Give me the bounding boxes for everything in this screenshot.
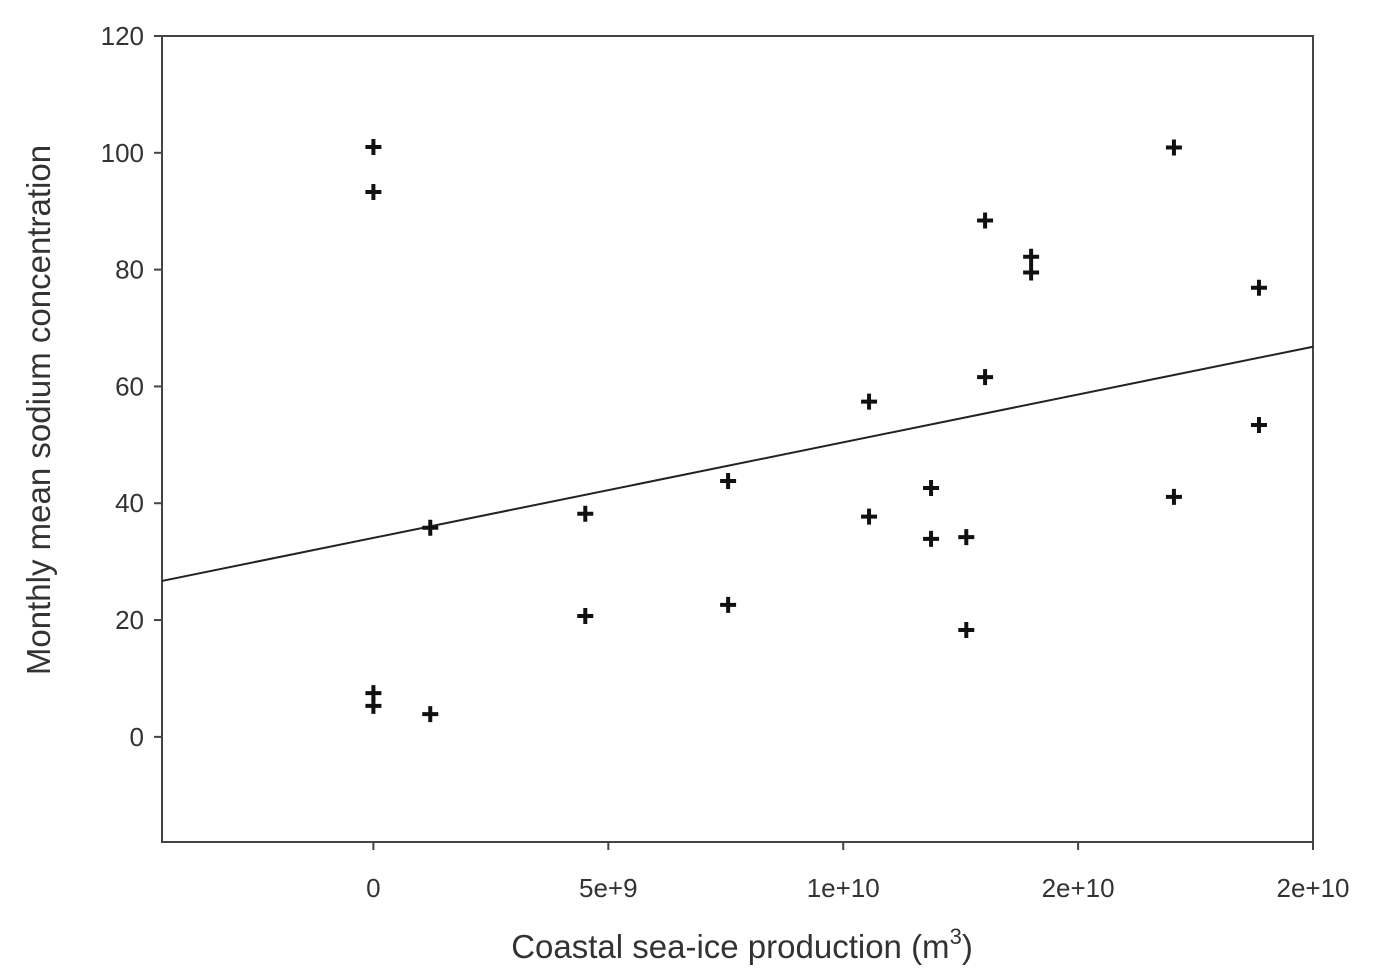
scatter-point [861, 393, 878, 410]
y-tick-label: 100 [101, 138, 144, 168]
scatter-point [977, 369, 994, 386]
scatter-point [958, 529, 975, 546]
scatter-point [422, 519, 439, 536]
x-tick-label: 1e+10 [807, 873, 880, 903]
scatter-point [365, 697, 382, 714]
x-tick-label: 0 [366, 873, 380, 903]
x-axis-label-superscript: 3 [950, 924, 962, 949]
scatter-point [1023, 264, 1040, 281]
y-tick-label: 20 [115, 605, 144, 635]
y-tick-label: 120 [101, 21, 144, 51]
scatter-point [1165, 139, 1182, 156]
x-tick-label: 2e+10 [1042, 873, 1115, 903]
scatter-point [977, 212, 994, 229]
x-axis-label-text: Coastal sea-ice production (m [511, 928, 949, 965]
y-tick-label: 0 [130, 722, 144, 752]
x-tick-label: 5e+9 [579, 873, 638, 903]
scatter-point [720, 473, 737, 490]
scatter-point [577, 505, 594, 522]
scatter-point [577, 607, 594, 624]
y-tick-label: 60 [115, 371, 144, 401]
scatter-point [365, 138, 382, 155]
scatter-point [861, 508, 878, 525]
scatter-point [923, 480, 940, 497]
x-axis-label: Coastal sea-ice production (m3) [511, 924, 973, 965]
y-tick-label: 40 [115, 488, 144, 518]
scatter-point [422, 706, 439, 723]
y-tick-label: 80 [115, 255, 144, 285]
plot-frame [161, 35, 1314, 843]
scatter-point [1023, 248, 1040, 265]
scatter-point [958, 621, 975, 638]
x-tick-label: 2e+10 [1276, 873, 1349, 903]
trend-line [161, 345, 1314, 582]
scatter-point [1165, 488, 1182, 505]
x-axis-label-suffix: ) [962, 928, 973, 965]
scatter-point [923, 530, 940, 547]
scatter-point [1250, 279, 1267, 296]
scatter-point [720, 596, 737, 613]
scatter-point [1250, 416, 1267, 433]
y-axis-label: Monthly mean sodium concentration [20, 145, 57, 675]
scatter-point [365, 183, 382, 200]
